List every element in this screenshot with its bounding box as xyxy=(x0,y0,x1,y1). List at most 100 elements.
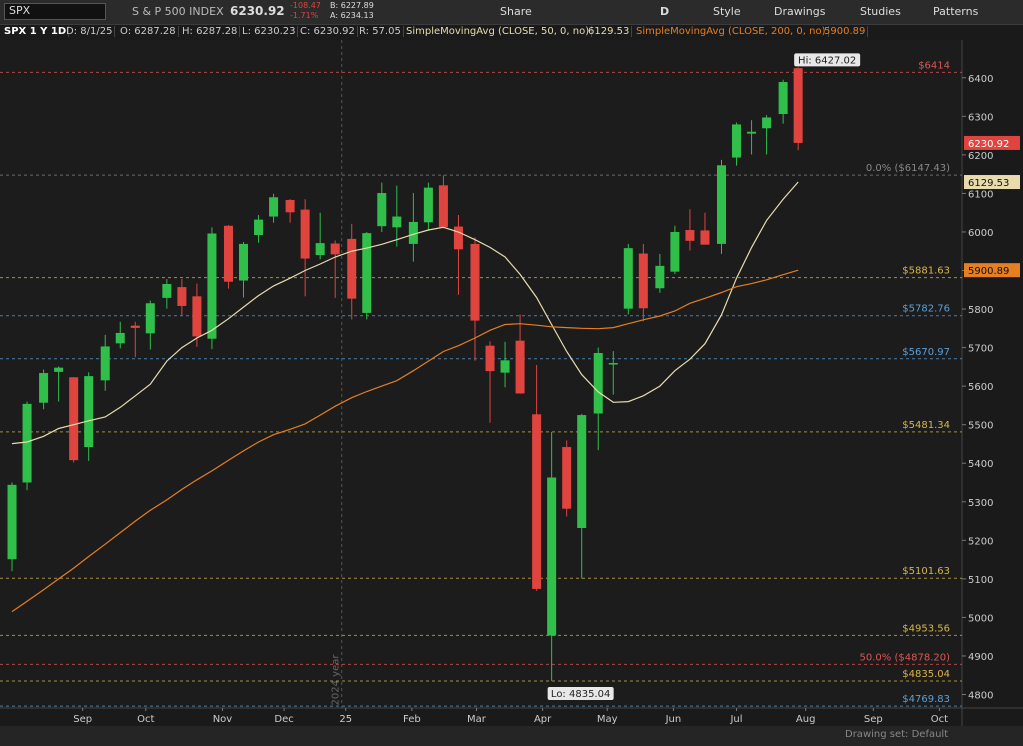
plot-area xyxy=(0,40,962,708)
x-tick-label: Feb xyxy=(403,714,421,725)
candle-body xyxy=(470,243,480,321)
y-tick-label: 4900 xyxy=(968,652,993,663)
x-tick-label: Apr xyxy=(534,714,552,725)
candle-body xyxy=(300,209,310,259)
candle-body xyxy=(347,238,357,299)
x-tick-label: Sep xyxy=(73,714,92,725)
ask: A: 6234.13 xyxy=(330,11,374,20)
chart-name: SPX 1 Y 1D xyxy=(2,26,70,37)
price-level-label: $5782.76 xyxy=(902,304,950,315)
candle-body xyxy=(39,373,49,403)
change-pct: -1.71% xyxy=(290,11,319,20)
candle-body xyxy=(732,124,742,158)
candle-body xyxy=(532,414,542,589)
y-tick-label: 6200 xyxy=(968,151,993,162)
style-button[interactable]: Style xyxy=(713,5,741,18)
sma-line xyxy=(11,181,799,445)
candle-body xyxy=(392,216,402,228)
info-range: R: 57.05 xyxy=(357,26,404,37)
candle-body xyxy=(330,243,340,255)
sma200-label: SimpleMovingAvg (CLOSE, 200, 0, no) xyxy=(634,26,829,37)
studies-button[interactable]: Studies xyxy=(860,5,901,18)
y-tick-label: 5700 xyxy=(968,344,993,355)
price-level-label: $5881.63 xyxy=(902,266,950,277)
drawings-button[interactable]: Drawings xyxy=(774,5,826,18)
drawing-set: Drawing set: Default xyxy=(845,729,949,740)
info-bar: SPX 1 Y 1D D: 8/1/25 O: 6287.28 H: 6287.… xyxy=(0,25,962,40)
x-tick-label: Mar xyxy=(467,714,487,725)
sma200-value: 5900.89 xyxy=(822,26,869,37)
candle-body xyxy=(423,187,433,223)
price-badge xyxy=(964,263,1020,278)
candle-body xyxy=(238,243,249,281)
candle-body xyxy=(269,197,279,217)
period-button[interactable]: D xyxy=(660,5,670,18)
y-tick-label: 5000 xyxy=(968,613,993,624)
price-level-label: $5670.97 xyxy=(902,347,950,358)
y-tick-label: 5300 xyxy=(968,498,993,509)
candle-body xyxy=(655,265,665,289)
price-level-label: $5481.34 xyxy=(902,420,950,431)
candle-body xyxy=(670,231,680,272)
price-badge-label: 6230.92 xyxy=(968,139,1009,150)
candle-body xyxy=(115,332,125,344)
candle-body xyxy=(130,325,140,328)
change: -108.47 xyxy=(290,1,321,10)
share-button[interactable]: Share xyxy=(500,5,532,18)
candle-body xyxy=(69,377,79,461)
candle-body xyxy=(177,287,187,306)
info-low: L: 6230.23 xyxy=(240,26,299,37)
chart: 4800 4900 5000 5100 5200 5300 5400 5500 5600 5700… xyxy=(0,40,1023,726)
y-tick-label: 4800 xyxy=(968,691,993,702)
info-high: H: 6287.28 xyxy=(180,26,241,37)
y-tick-label: 6400 xyxy=(968,74,993,85)
year-label: 2024 year xyxy=(331,654,342,706)
candle-body xyxy=(438,185,448,227)
price-level-label: $5101.63 xyxy=(902,566,950,577)
price-level-label: $4835.04 xyxy=(902,669,950,680)
info-close: C: 6230.92 xyxy=(298,26,358,37)
x-tick-label: Sep xyxy=(864,714,883,725)
y-tick-label: 5100 xyxy=(968,575,993,586)
candle-body xyxy=(485,345,495,372)
price-level-label: $4769.83 xyxy=(902,694,950,705)
description: S & P 500 INDEX xyxy=(132,5,224,18)
x-tick-label: Nov xyxy=(213,714,233,725)
y-tick-label: 6100 xyxy=(968,189,993,200)
candle-body xyxy=(315,243,325,256)
candle-body xyxy=(192,296,202,337)
candle-body xyxy=(577,415,587,528)
candle-body xyxy=(453,226,463,250)
y-tick-label: 5800 xyxy=(968,305,993,316)
candle-body xyxy=(623,248,633,309)
candle-body xyxy=(638,253,648,309)
candle-body xyxy=(207,233,217,339)
candle-body xyxy=(254,219,264,236)
patterns-button[interactable]: Patterns xyxy=(933,5,979,18)
candle-body xyxy=(7,484,17,560)
candle-body xyxy=(22,403,32,483)
y-tick-label: 5200 xyxy=(968,536,993,547)
sma50-label: SimpleMovingAvg (CLOSE, 50, 0, no) xyxy=(404,26,593,37)
candle-body xyxy=(778,82,788,115)
symbol-box[interactable]: SPX xyxy=(4,3,106,20)
x-tick-label: Aug xyxy=(796,714,816,725)
candle-body xyxy=(162,283,172,298)
candle-body xyxy=(685,230,695,241)
y-tick-label: 5600 xyxy=(968,382,993,393)
candle-body xyxy=(408,221,418,244)
price-badge xyxy=(964,135,1020,150)
x-tick-label: Jun xyxy=(665,714,682,725)
info-open: O: 6287.28 xyxy=(118,26,179,37)
price-level-label: $4953.56 xyxy=(902,623,950,634)
candle-body xyxy=(145,303,155,334)
candle-body xyxy=(793,68,803,143)
callout-box xyxy=(794,53,861,67)
bid: B: 6227.89 xyxy=(330,1,374,10)
price-level-label: 0.0% ($6147.43) xyxy=(866,163,950,174)
candle-body xyxy=(377,193,387,227)
info-date: D: 8/1/25 xyxy=(64,26,116,37)
price-badge-label: 5900.89 xyxy=(968,266,1009,277)
candle-body xyxy=(608,363,618,365)
